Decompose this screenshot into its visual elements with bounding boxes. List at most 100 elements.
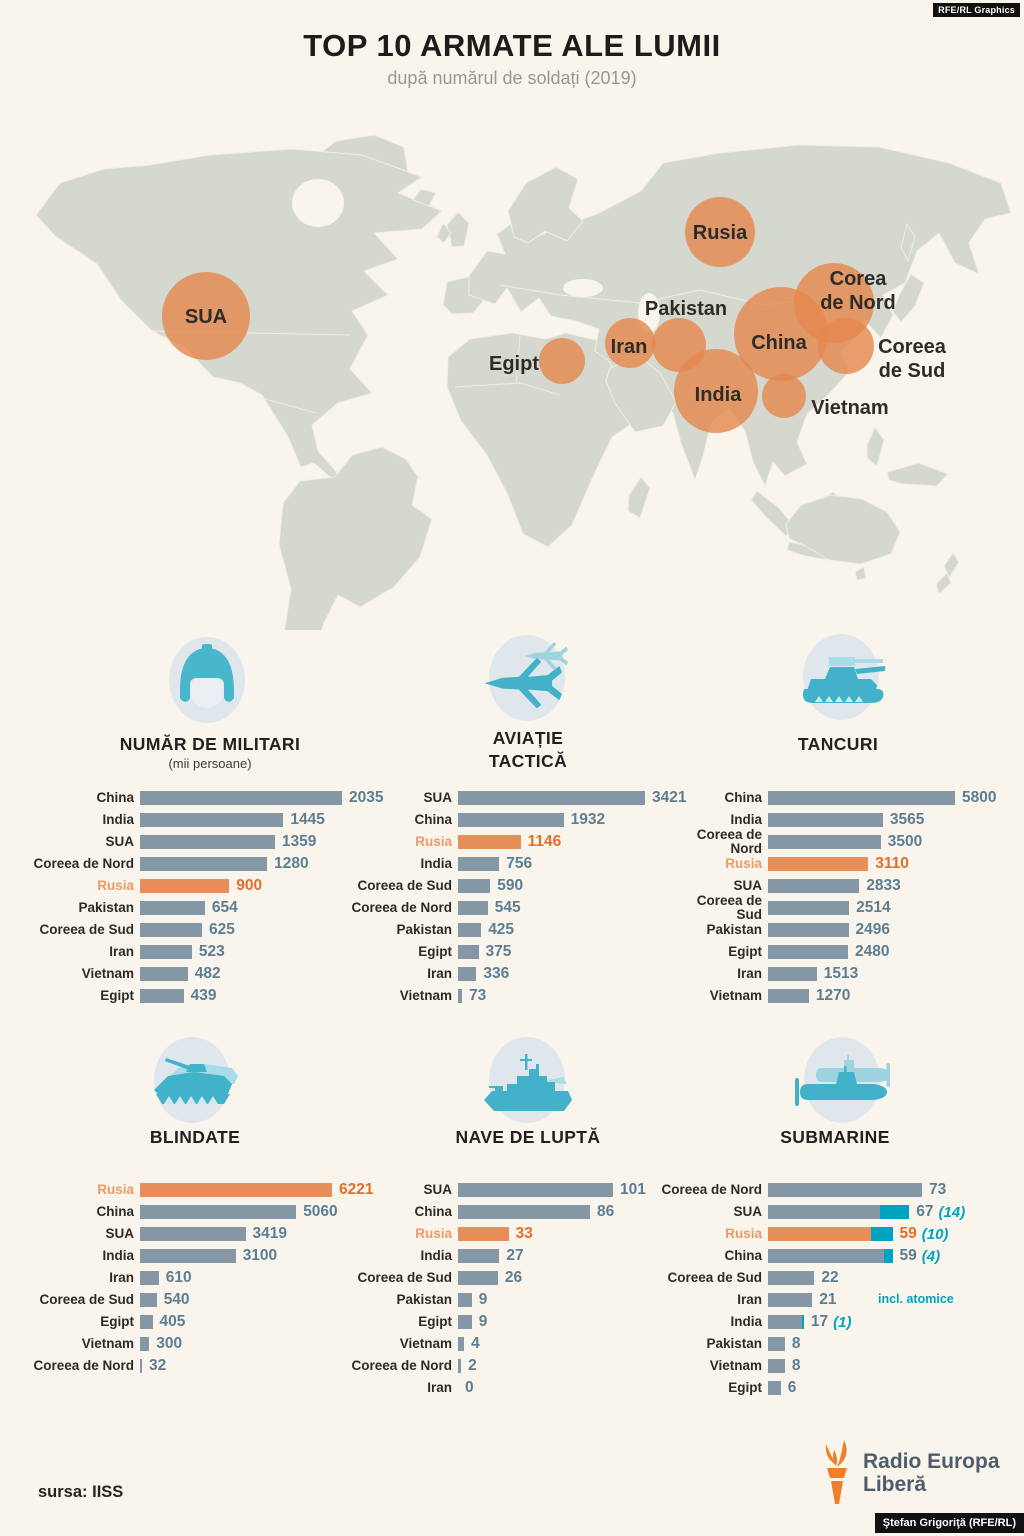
row-label: Pakistan [78, 900, 134, 915]
row-label: Rusia [415, 1226, 452, 1241]
row-value: 3100 [242, 1247, 278, 1264]
bar [140, 1183, 332, 1197]
bar [458, 901, 488, 915]
row-label: India [730, 1314, 762, 1329]
row-label: Vietnam [399, 988, 452, 1003]
bar [140, 1205, 297, 1219]
landmass-ireland [436, 222, 452, 244]
bar [768, 945, 848, 959]
chart-row: India 3565 [680, 811, 1020, 828]
bar [768, 1227, 893, 1241]
row-label: Vietnam [81, 1336, 134, 1351]
bar [458, 967, 477, 981]
row-label: Pakistan [396, 922, 452, 937]
bar [140, 835, 275, 849]
chart-title-militari: NUMĂR DE MILITARI [119, 734, 301, 754]
chart-row: Pakistan 654 [22, 899, 362, 916]
row-value: 73 [929, 1181, 947, 1198]
map-label: de Nord [820, 292, 896, 314]
torch-icon [825, 1440, 847, 1504]
row-label: Rusia [725, 1226, 762, 1241]
row-label: India [730, 812, 762, 827]
chart-row: SUA 3419 [22, 1225, 362, 1242]
row-label: Vietnam [399, 1336, 452, 1351]
apc-icon [144, 1034, 240, 1126]
row-label: Iran [737, 966, 762, 981]
atomic-bar-segment [884, 1249, 893, 1263]
bar [458, 1271, 498, 1285]
map-label: Corea [830, 268, 888, 290]
row-value: 1270 [815, 987, 851, 1004]
chart-row: Coreea de Nord 32 [22, 1357, 362, 1374]
landmass-uk [446, 211, 470, 248]
row-value: 482 [194, 965, 221, 982]
chart-row: China 1932 [350, 811, 690, 828]
logo-line2: Liberă [863, 1473, 927, 1497]
row-label: India [420, 1248, 452, 1263]
row-label: Iran [427, 966, 452, 981]
map-bubble-vietnam [762, 374, 806, 418]
chart-row: Coreea de Sud 590 [350, 877, 690, 894]
bar [140, 813, 284, 827]
map-bubble-sua [162, 272, 250, 360]
chart-row: Coreea de Sud 625 [22, 921, 362, 938]
chart-row: Vietnam 4 [350, 1335, 690, 1352]
row-value: 1932 [570, 811, 606, 828]
bar [140, 901, 205, 915]
map-bubble-iran [605, 318, 655, 368]
row-value: 2514 [856, 899, 891, 916]
chart-row: Rusia 33 [350, 1225, 690, 1242]
bar [458, 1293, 472, 1307]
black-sea [563, 279, 603, 297]
chart-row: Iran 610 [22, 1269, 362, 1286]
bar [768, 879, 860, 893]
bar [140, 1293, 157, 1307]
row-value: 300 [156, 1335, 183, 1352]
row-label: Rusia [97, 878, 134, 893]
row-label: China [724, 790, 762, 805]
chart-blindate: Rusia 6221 China 5060 SUA 3419 India 3100 Iran 61… [22, 1181, 373, 1381]
bar [140, 923, 202, 937]
row-value: 336 [483, 965, 510, 982]
map-bubble-india [674, 349, 758, 433]
row-value: 1280 [274, 855, 309, 872]
bar [768, 1249, 893, 1263]
map-label: Rusia [693, 222, 748, 244]
row-label: Iran [737, 1292, 762, 1307]
row-label: Egipt [418, 944, 452, 959]
row-value: 2035 [349, 789, 384, 806]
row-value: 8 [791, 1357, 801, 1374]
chart-row: Coreea de Nord 2 [350, 1357, 690, 1374]
row-label: SUA [105, 1226, 134, 1241]
row-value: 439 [190, 987, 217, 1004]
chart-row: India 17 (1) [640, 1313, 980, 1331]
landmass-australia [785, 494, 901, 565]
bar [140, 967, 188, 981]
chart-nave: SUA 101 China 86 Rusia 33 India 27 Coreea de Sud… [350, 1181, 690, 1403]
bar [458, 1183, 613, 1197]
bar [458, 791, 645, 805]
row-label: Rusia [415, 834, 452, 849]
bar [768, 989, 809, 1003]
chart-row: Pakistan 9 [350, 1291, 690, 1308]
row-value: 17 [810, 1313, 829, 1330]
bar [458, 1337, 465, 1351]
row-label: India [102, 812, 134, 827]
page-title: TOP 10 ARMATE ALE LUMII [303, 28, 721, 63]
map-bubble-coreea-de-sud [818, 318, 874, 374]
chart-title-submarine: SUBMARINE [780, 1127, 890, 1147]
row-value: 523 [198, 943, 225, 960]
row-value: 86 [597, 1203, 615, 1220]
row-value: 3565 [889, 811, 925, 828]
row-label: Pakistan [706, 922, 762, 937]
bar [458, 857, 500, 871]
chart-subtitle-militari: (mii persoane) [168, 756, 252, 771]
map-label: China [751, 332, 807, 354]
bar [768, 791, 955, 805]
chart-row: Rusia 3110 [680, 855, 1020, 872]
row-value: 5800 [962, 789, 997, 806]
chart-row: India 3100 [22, 1247, 362, 1264]
chart-row: Iran 0 [350, 1379, 690, 1396]
row-label: Iran [109, 1270, 134, 1285]
